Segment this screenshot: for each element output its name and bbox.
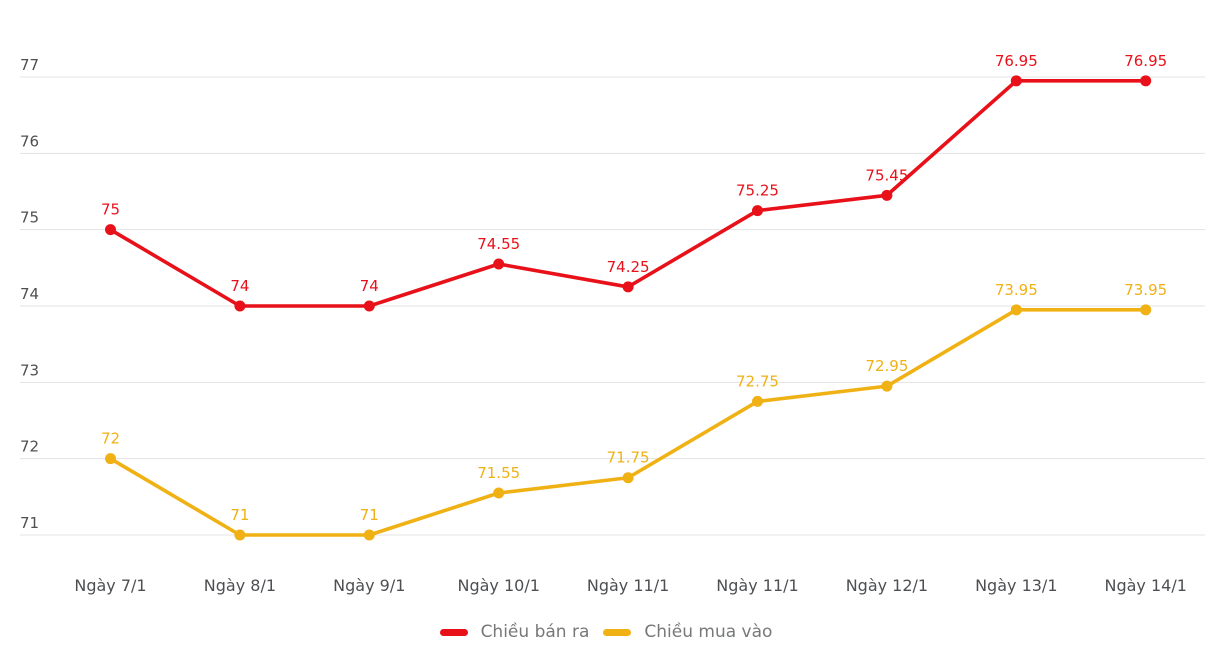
- data-point[interactable]: [1140, 75, 1152, 87]
- x-tick-label: Ngày 11/1: [716, 576, 798, 595]
- data-point[interactable]: [622, 472, 634, 484]
- y-tick-label: 72: [20, 438, 39, 456]
- data-point-label: 75.25: [736, 182, 779, 200]
- data-point-label: 75.45: [865, 166, 908, 184]
- x-tick-label: Ngày 9/1: [333, 576, 405, 595]
- data-point[interactable]: [752, 395, 763, 407]
- y-tick-label: 71: [20, 514, 39, 532]
- legend-swatch-amber: [603, 629, 632, 636]
- data-point[interactable]: [234, 529, 246, 541]
- legend-item-chieu-mua-vao[interactable]: Chiều mua vào: [603, 624, 772, 641]
- data-point-label: 71: [230, 506, 249, 524]
- y-tick-label: 73: [20, 361, 39, 379]
- data-point[interactable]: [1010, 304, 1022, 316]
- data-point[interactable]: [752, 205, 763, 217]
- data-point-label: 74: [230, 277, 249, 295]
- data-point-label: 72.75: [736, 372, 779, 390]
- x-tick-label: Ngày 13/1: [975, 576, 1057, 595]
- data-point[interactable]: [105, 224, 116, 236]
- data-point-label: 71.55: [477, 464, 520, 482]
- legend-label-chieu-mua-vao: Chiều mua vào: [644, 622, 773, 642]
- y-tick-label: 74: [20, 285, 39, 303]
- series-line: [108, 308, 1148, 537]
- data-point-label: 75: [101, 201, 120, 219]
- data-point-label: 72: [101, 430, 120, 448]
- data-point-label: 73.95: [995, 281, 1038, 299]
- x-tick-label: Ngày 8/1: [204, 576, 276, 595]
- legend-swatch-red: [439, 629, 468, 636]
- data-point-label: 76.95: [995, 52, 1038, 70]
- data-point[interactable]: [493, 258, 505, 270]
- data-point-label: 72.95: [865, 357, 908, 375]
- y-tick-label: 76: [20, 132, 39, 150]
- x-tick-label: Ngày 10/1: [457, 576, 539, 595]
- data-point[interactable]: [1010, 75, 1022, 87]
- y-tick-label: 77: [20, 56, 39, 74]
- data-point-label: 73.95: [1124, 281, 1167, 299]
- y-tick-label: 75: [20, 209, 39, 227]
- data-point-label: 74: [360, 277, 379, 295]
- data-point[interactable]: [1140, 304, 1152, 316]
- chart-legend: Chiều bán ra Chiều mua vào: [0, 624, 1212, 641]
- data-point-label: 74.55: [477, 235, 520, 253]
- legend-item-chieu-ban-ra[interactable]: Chiều bán ra: [439, 622, 590, 642]
- x-tick-label: Ngày 14/1: [1104, 576, 1186, 595]
- data-point[interactable]: [363, 300, 375, 312]
- data-point[interactable]: [363, 529, 375, 541]
- x-tick-label: Ngày 11/1: [587, 576, 669, 595]
- legend-label-chieu-ban-ra: Chiều bán ra: [480, 622, 590, 642]
- data-point[interactable]: [105, 453, 116, 465]
- data-point[interactable]: [881, 189, 893, 201]
- data-point[interactable]: [234, 300, 246, 312]
- data-point-label: 74.25: [607, 258, 650, 276]
- data-point[interactable]: [881, 380, 893, 392]
- data-point-label: 71.75: [607, 449, 650, 467]
- data-point[interactable]: [493, 487, 505, 499]
- x-tick-label: Ngày 12/1: [846, 576, 928, 595]
- data-point[interactable]: [622, 281, 634, 293]
- x-tick-label: Ngày 7/1: [74, 576, 146, 595]
- chart-plot-area: 77 76 75 74 73 72 71 Ngày 7/1 Ngày 8/1 Ngày 9/1 Ng…: [20, 52, 1205, 595]
- data-point-label: 71: [360, 506, 379, 524]
- data-point-label: 76.95: [1124, 52, 1167, 70]
